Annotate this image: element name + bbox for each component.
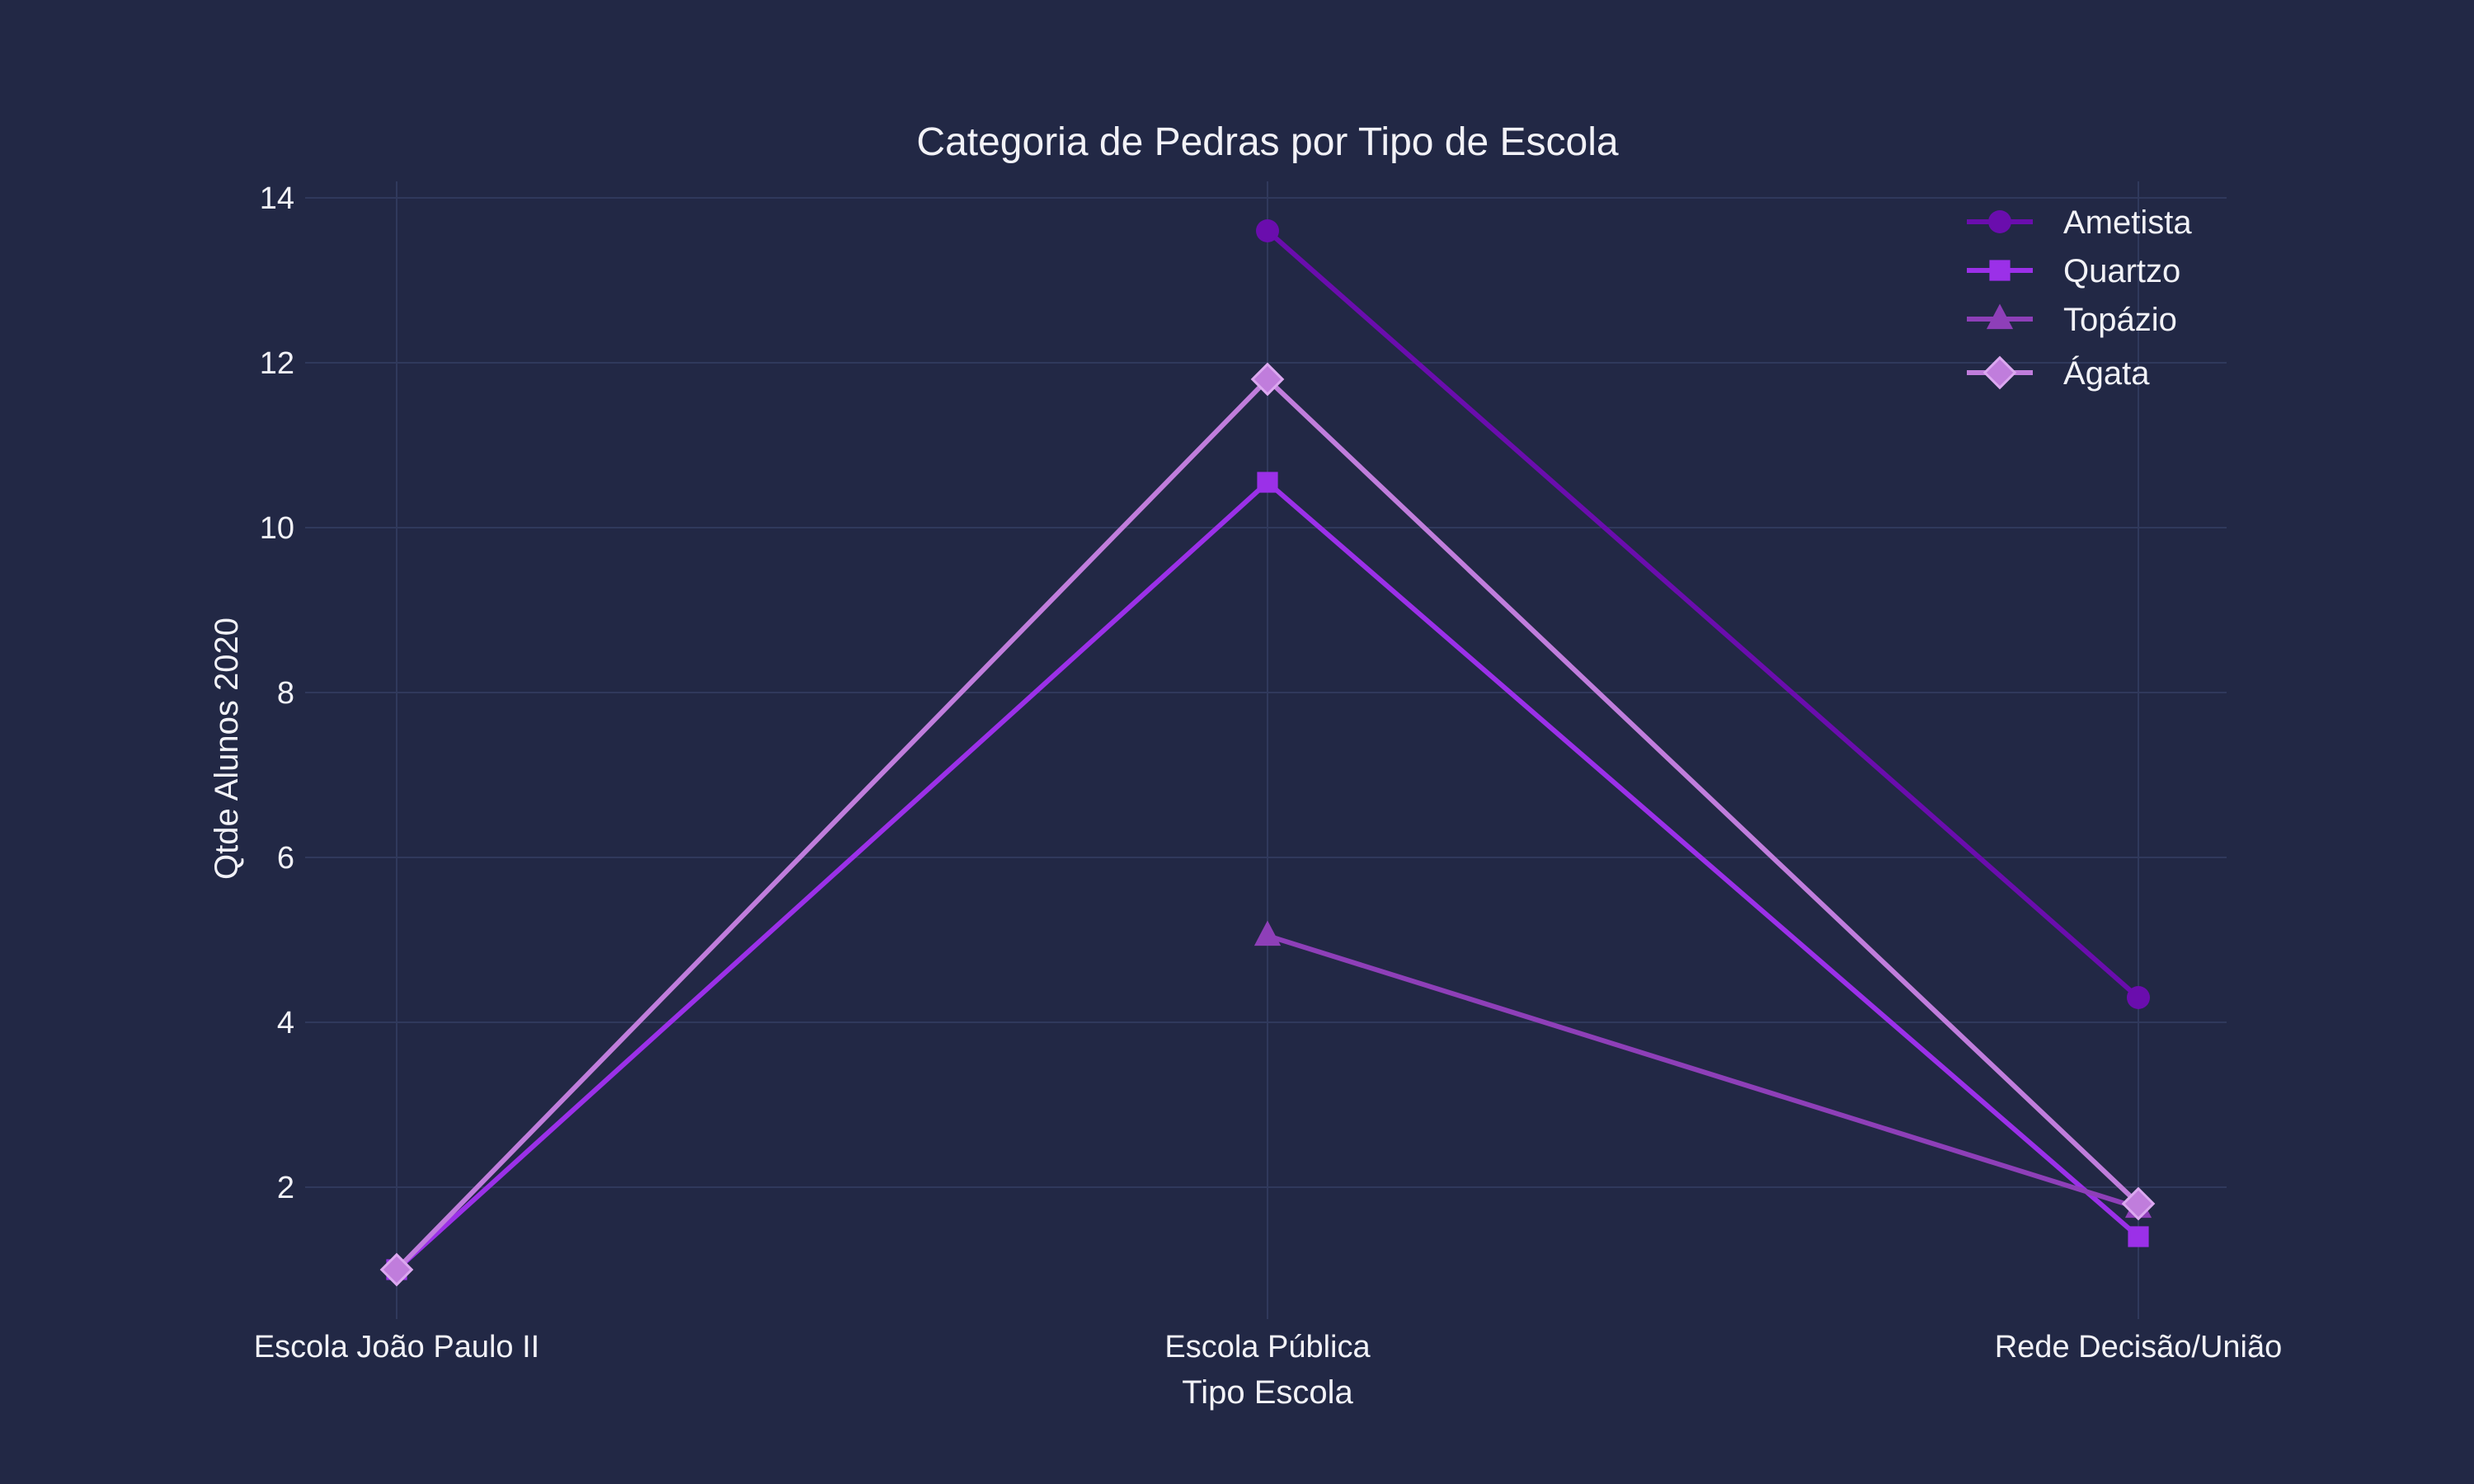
data-point-quartzo bbox=[2128, 1226, 2149, 1247]
legend-item-agata: Ágata bbox=[1967, 355, 2150, 392]
legend-item-quartzo: Quartzo bbox=[1967, 253, 2180, 289]
legend-item-ametista: Ametista bbox=[1967, 204, 2192, 241]
legend-marker bbox=[1982, 355, 2017, 390]
series-layer bbox=[379, 219, 2156, 1287]
y-tick-label: 2 bbox=[277, 1171, 294, 1205]
y-tick-label: 14 bbox=[260, 181, 294, 216]
data-point-agata bbox=[1250, 362, 1285, 397]
data-point-agata bbox=[379, 1252, 414, 1287]
legend-label: Topázio bbox=[2063, 302, 2177, 338]
data-point-ametista bbox=[1256, 219, 1279, 242]
y-tick-label: 6 bbox=[277, 841, 294, 876]
data-point-topazio bbox=[1253, 920, 1282, 946]
y-tick-label: 10 bbox=[260, 511, 294, 546]
y-axis-title: Qtde Alunos 2020 bbox=[209, 618, 245, 880]
legend-label: Ametista bbox=[2063, 204, 2192, 241]
legend-item-topazio: Topázio bbox=[1967, 302, 2177, 338]
series-line-ametista bbox=[1265, 228, 2141, 1000]
series-agata bbox=[379, 362, 2156, 1287]
series-topazio bbox=[1253, 920, 2152, 1219]
y-tick-label: 12 bbox=[260, 346, 294, 381]
chart-title: Categoria de Pedras por Tipo de Escola bbox=[916, 120, 1618, 164]
legend-marker bbox=[1988, 210, 2011, 233]
x-tick-label: Escola João Paulo II bbox=[254, 1330, 539, 1364]
legend-marker bbox=[1989, 260, 2011, 281]
grid-layer bbox=[305, 181, 2227, 1319]
y-tick-label: 8 bbox=[277, 676, 294, 711]
legend-marker bbox=[1986, 303, 2014, 330]
legend-label: Quartzo bbox=[2063, 253, 2180, 289]
axis-layer: 2 4 6 8 10 12 14 Escola João Paulo II Escola Púb… bbox=[254, 181, 2282, 1364]
x-axis-title: Tipo Escola bbox=[1182, 1374, 1353, 1411]
y-tick-label: 4 bbox=[277, 1006, 294, 1040]
data-point-ametista bbox=[2127, 986, 2150, 1009]
series-line-topazio bbox=[1265, 933, 2141, 1210]
x-tick-label: Escola Pública bbox=[1164, 1330, 1371, 1364]
series-ametista bbox=[1256, 219, 2150, 1009]
legend-label: Ágata bbox=[2063, 355, 2150, 392]
legend: Ametista Quartzo Topázio Ágata bbox=[1967, 204, 2192, 392]
data-point-agata bbox=[2121, 1186, 2156, 1221]
data-point-quartzo bbox=[1257, 472, 1278, 493]
x-tick-label: Rede Decisão/União bbox=[1995, 1330, 2283, 1364]
